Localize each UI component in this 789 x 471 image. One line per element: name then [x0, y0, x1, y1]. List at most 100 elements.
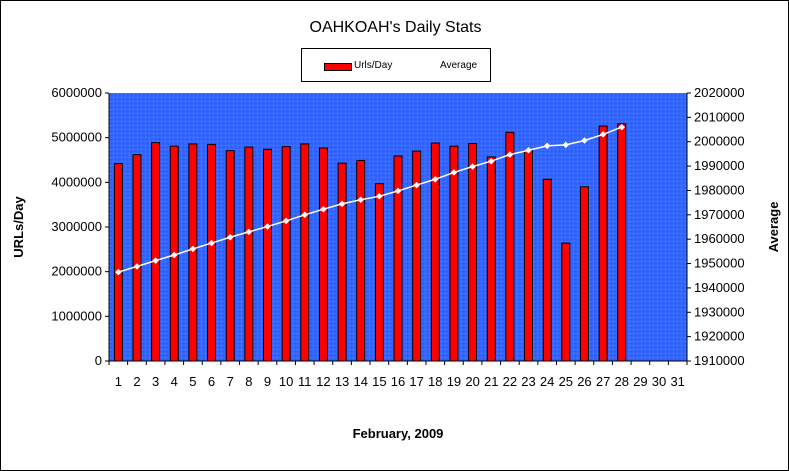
bar-day-5: [188, 143, 198, 362]
bar-day-14: [356, 159, 366, 362]
bar-series: [113, 123, 627, 362]
average-point-day-3: [152, 257, 159, 264]
average-point-day-24: [543, 142, 551, 150]
bar-day-10: [281, 146, 291, 362]
x-tick-label: 23: [521, 374, 535, 389]
x-tick-label: 14: [353, 374, 367, 389]
x-tick-label: 12: [316, 374, 330, 389]
x-tick-label: 28: [615, 374, 629, 389]
x-tick-label: 20: [465, 374, 479, 389]
right-tick-label: 1910000: [694, 353, 745, 368]
bar-day-27: [598, 125, 608, 362]
average-point-day-13: [338, 200, 346, 208]
left-tick-label: 4000000: [51, 174, 102, 189]
bar-day-11: [300, 143, 310, 362]
average-point-day-5: [189, 245, 197, 253]
x-axis-title: February, 2009: [353, 426, 444, 441]
bar-day-20: [468, 142, 478, 362]
right-tick-label: 2000000: [694, 134, 745, 149]
bar-day-18: [430, 142, 440, 362]
x-tick-label: 11: [298, 374, 312, 389]
bar-day-1: [113, 163, 123, 362]
average-point-day-1: [114, 268, 122, 276]
average-point-day-20: [469, 163, 476, 170]
bar-day-15: [374, 183, 384, 362]
legend-swatch-bars: [324, 63, 352, 71]
average-point-day-11: [301, 211, 309, 219]
x-tick-label: 18: [428, 374, 442, 389]
bar-day-3: [151, 142, 161, 362]
y2-axis-title: Average: [766, 202, 781, 253]
average-point-day-21: [487, 157, 495, 165]
left-tick-label: 1000000: [51, 308, 102, 323]
x-axis-ticks: 1 2 3 4 5 6 7 8 9 10 11 12 13 14 15 16 17 18 19 20 21 22 23 24 2…: [108, 361, 688, 389]
bar-day-28: [617, 123, 627, 362]
x-tick-label: 30: [652, 374, 666, 389]
x-tick-label: 27: [596, 374, 610, 389]
x-tick-label: 6: [208, 374, 215, 389]
average-point-day-7: [226, 233, 234, 241]
x-tick-label: 19: [447, 374, 461, 389]
average-point-day-26: [581, 137, 588, 144]
right-tick-label: 1980000: [694, 182, 745, 197]
x-tick-label: 7: [227, 374, 234, 389]
x-tick-label: 21: [484, 374, 498, 389]
right-tick-label: 1940000: [694, 280, 745, 295]
legend-label-average: Average: [440, 60, 478, 71]
legend-label-bars: Urls/Day: [354, 60, 393, 71]
average-series: [114, 123, 626, 276]
average-point-day-17: [413, 181, 420, 189]
x-tick-label: 10: [279, 374, 293, 389]
bar-day-2: [132, 154, 142, 362]
right-tick-label: 2010000: [694, 109, 745, 124]
left-tick-label: 5000000: [51, 130, 102, 145]
x-tick-label: 29: [633, 374, 647, 389]
left-axis-ticks: 0 1000000 2000000 3000000 4000000 5000000 6000…: [51, 85, 109, 368]
x-tick-label: 15: [372, 374, 386, 389]
x-tick-label: 22: [503, 374, 517, 389]
average-point-day-25: [562, 141, 570, 149]
x-tick-label: 1: [115, 374, 122, 389]
average-point-day-22: [506, 151, 514, 158]
left-tick-label: 2000000: [51, 264, 102, 279]
average-point-day-15: [376, 192, 383, 200]
bar-day-13: [337, 162, 347, 362]
x-tick-label: 25: [559, 374, 573, 389]
bar-day-25: [561, 242, 571, 362]
average-point-day-19: [450, 169, 458, 176]
average-point-day-16: [394, 187, 402, 195]
left-tick-label: 0: [95, 353, 102, 368]
bar-day-23: [524, 150, 534, 362]
bar-day-22: [505, 131, 515, 362]
bar-day-9: [262, 148, 272, 362]
right-axis-ticks: 1910000 1920000 1930000 1940000 1950000 19600…: [687, 85, 745, 368]
x-tick-label: 8: [245, 374, 252, 389]
bar-day-19: [449, 145, 459, 362]
right-tick-label: 2020000: [694, 85, 745, 100]
average-point-day-27: [599, 131, 607, 138]
average-point-day-2: [133, 263, 141, 270]
bar-day-26: [579, 186, 589, 362]
legend: Urls/Day Average: [301, 48, 491, 82]
right-tick-label: 1930000: [694, 304, 745, 319]
right-tick-label: 1920000: [694, 329, 745, 344]
average-point-day-6: [208, 239, 215, 247]
x-tick-label: 4: [171, 374, 178, 389]
x-tick-label: 17: [409, 374, 423, 389]
average-point-day-12: [320, 205, 327, 213]
average-point-day-18: [431, 175, 439, 183]
average-point-day-28: [618, 123, 626, 131]
x-tick-label: 16: [391, 374, 405, 389]
bar-day-6: [207, 143, 217, 362]
bar-day-21: [486, 156, 496, 362]
average-point-day-10: [282, 217, 290, 225]
legend-swatch-average: [410, 65, 434, 67]
left-tick-label: 6000000: [51, 85, 102, 100]
bar-day-7: [225, 150, 235, 362]
x-tick-label: 24: [540, 374, 554, 389]
average-point-day-14: [357, 196, 365, 204]
right-tick-label: 1960000: [694, 231, 745, 246]
bar-day-8: [244, 146, 254, 362]
x-tick-label: 31: [670, 374, 684, 389]
